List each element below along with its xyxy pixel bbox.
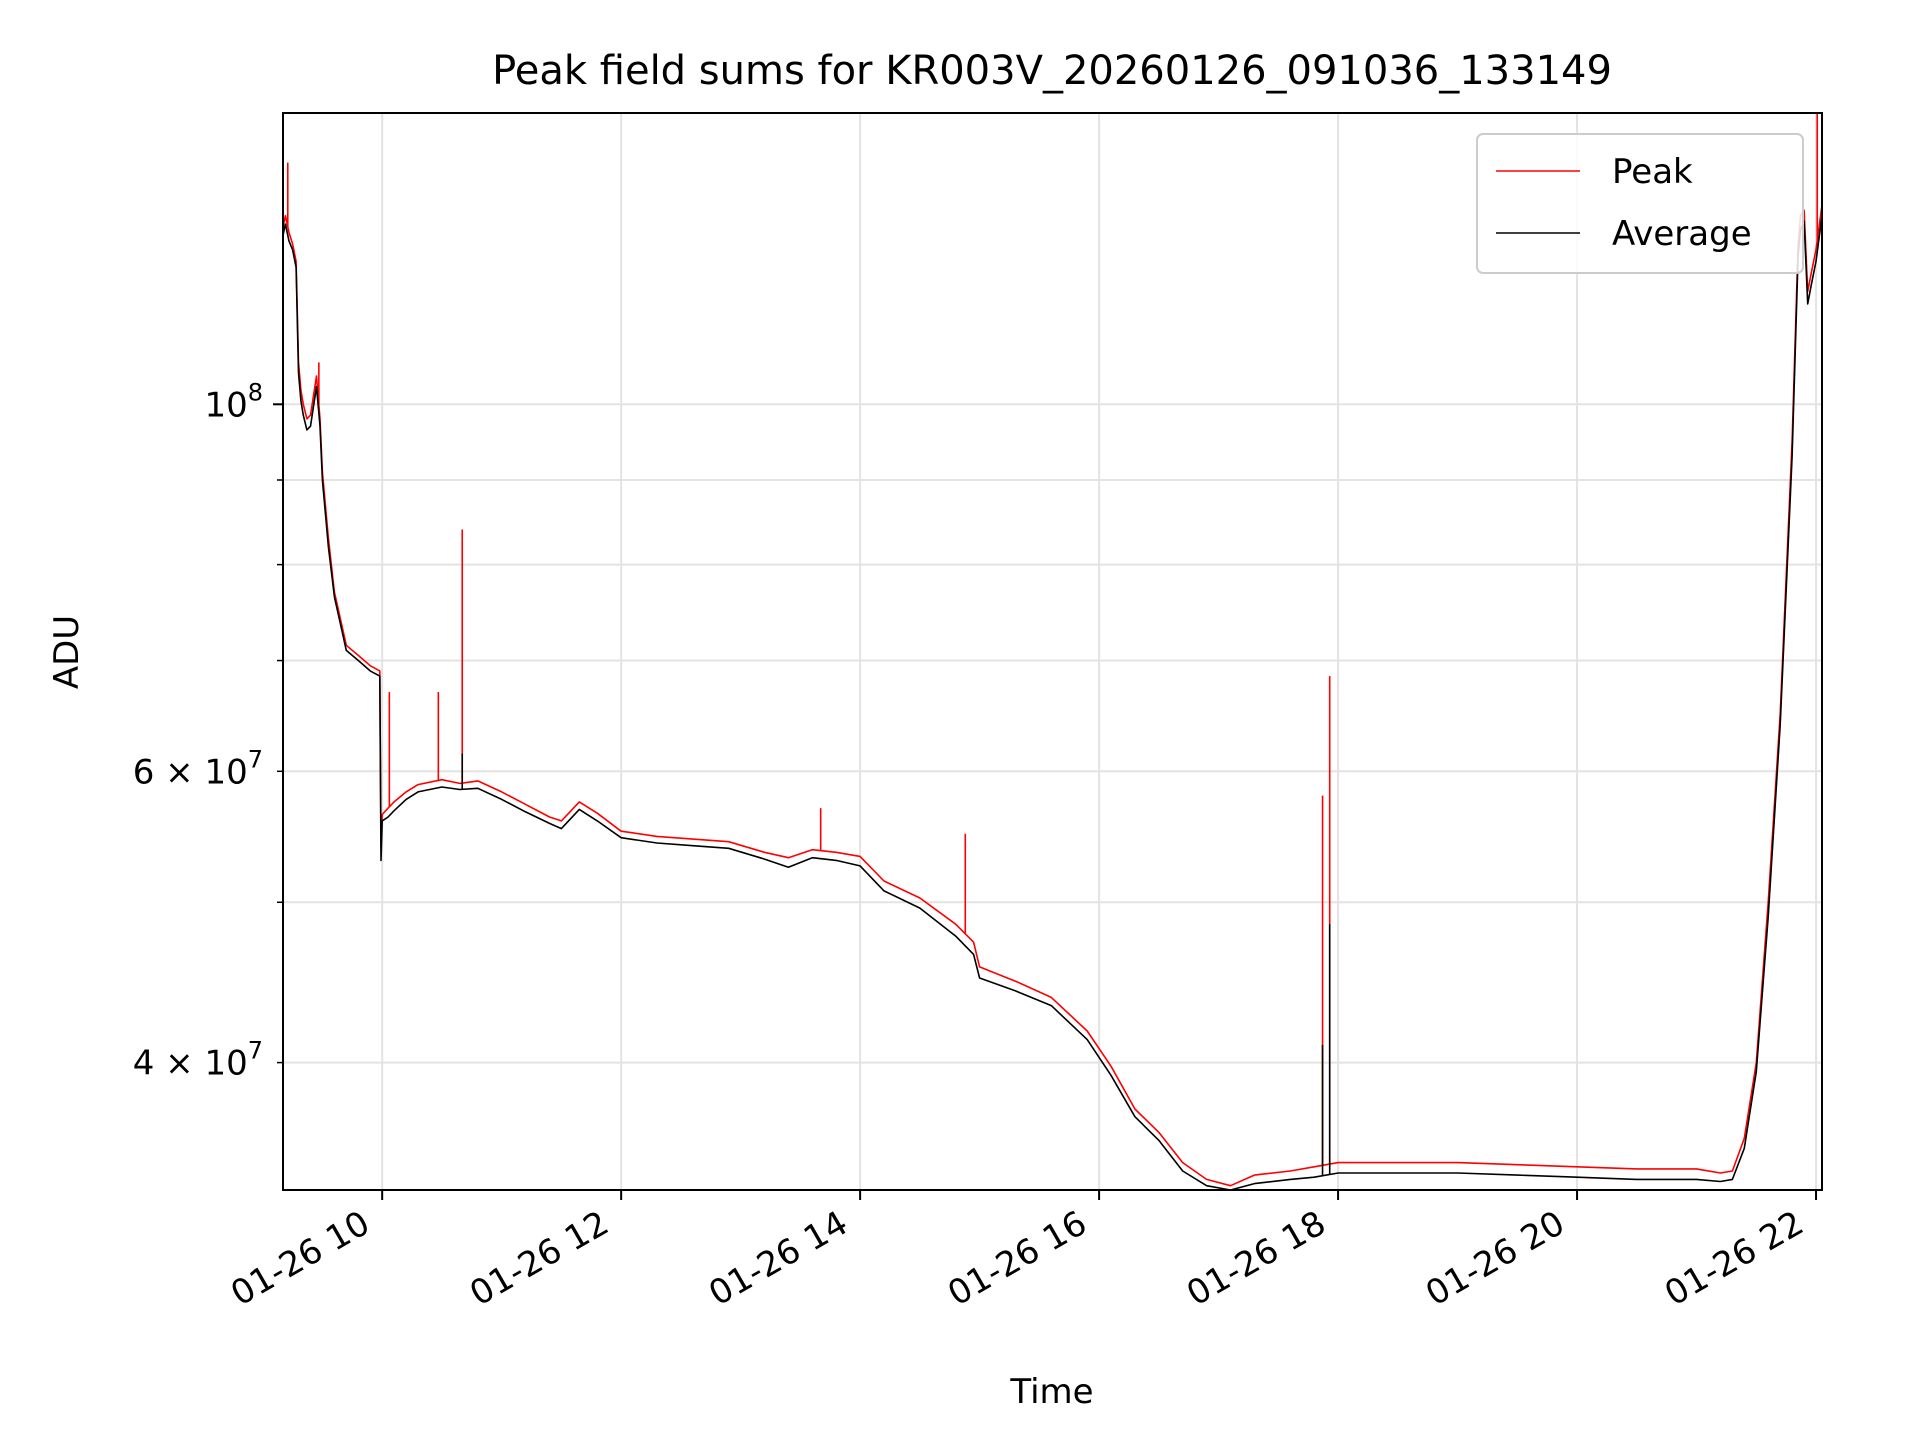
legend: Peak Average [1476, 133, 1804, 274]
plot-area [283, 113, 1822, 1190]
series-line-average [283, 215, 1822, 1190]
legend-box [1476, 133, 1804, 274]
y-tick-label: 4 × 107 [133, 1037, 263, 1084]
y-tick-label-exponent: 7 [248, 1037, 263, 1065]
y-tick-label-exponent: 7 [248, 745, 263, 773]
y-tick-label-base: 4 × 10 [133, 1044, 248, 1084]
legend-label-peak: Peak [1612, 152, 1693, 192]
y-tick-label: 6 × 107 [133, 745, 263, 792]
series-layer [283, 113, 1822, 1190]
plot-frame [282, 112, 1823, 1191]
y-tick-label: 108 [204, 378, 263, 425]
y-tick-label-base: 6 × 10 [133, 752, 248, 792]
y-tick-label-exponent: 8 [248, 378, 263, 406]
y-tick-label-base: 10 [204, 385, 247, 425]
y-axis-label: ADU [47, 615, 87, 689]
x-axis-label: Time [1009, 1372, 1093, 1412]
chart-title: Peak field sums for KR003V_20260126_0910… [492, 48, 1612, 94]
legend-label-average: Average [1612, 214, 1752, 254]
series-line-peak [283, 204, 1822, 1187]
grid [283, 113, 1822, 1190]
